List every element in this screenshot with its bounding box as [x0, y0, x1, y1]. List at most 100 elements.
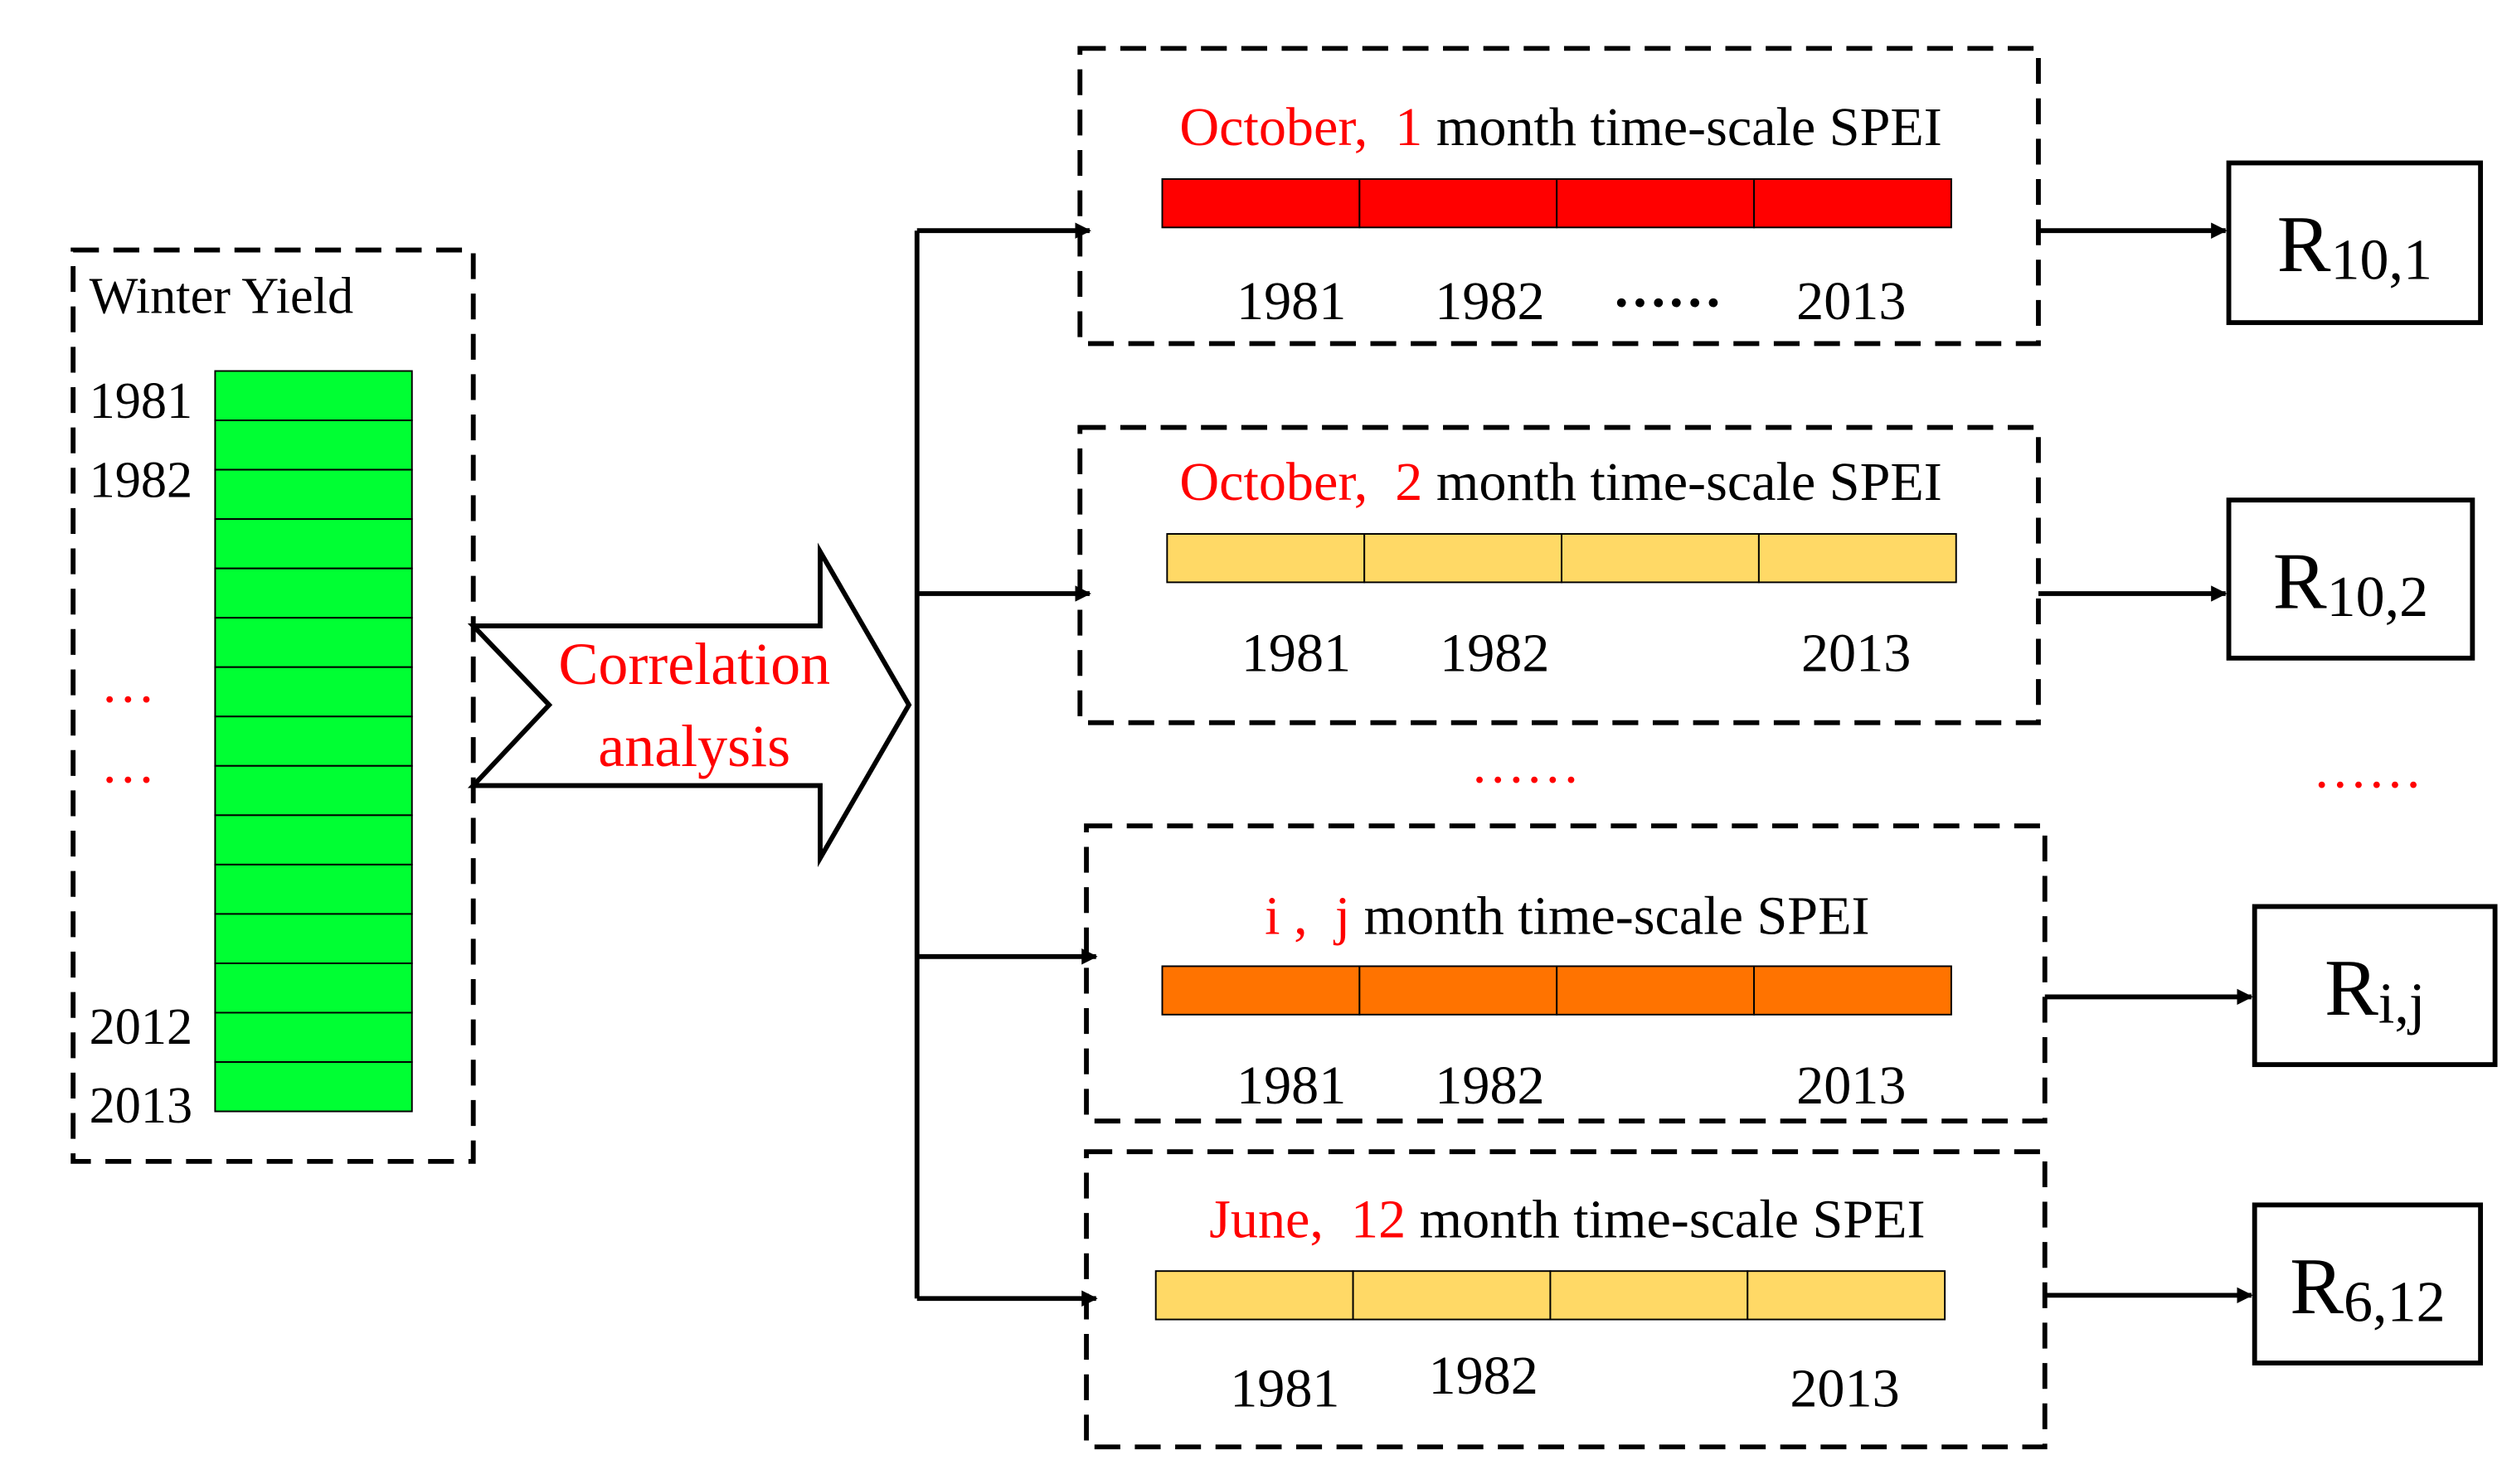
spei-month: October, — [1179, 97, 1368, 158]
yield-cell — [214, 962, 413, 1014]
spei-scale: 12 — [1351, 1189, 1406, 1249]
spei-cell — [1556, 177, 1756, 229]
result-subscript: 10,2 — [2327, 565, 2429, 629]
yield-cell — [214, 666, 413, 718]
yield-cell — [214, 617, 413, 668]
spei-title: i , j month time-scale SPEI — [1265, 886, 1869, 947]
spei-title: June, 12 month time-scale SPEI — [1209, 1189, 1925, 1249]
spei-year: 1981 — [1236, 271, 1346, 332]
spei-title: October, 2 month time-scale SPEI — [1179, 452, 1941, 512]
spei-cell — [1358, 177, 1558, 229]
spei-box — [1077, 424, 2041, 725]
spei-cell — [1556, 965, 1756, 1016]
yield-box — [70, 247, 476, 1164]
spei-cell — [1154, 1270, 1354, 1321]
year-label: 2013 — [90, 1078, 193, 1134]
year-label: 1982 — [90, 452, 193, 508]
result-label: R10,2 — [2273, 537, 2428, 630]
spei-text: month time-scale SPEI — [1436, 452, 1942, 512]
spei-box — [1084, 823, 2048, 1124]
spei-year: 2013 — [1796, 1055, 1906, 1116]
spei-box — [1077, 46, 2041, 347]
yield-cell — [214, 814, 413, 866]
gap-ellipsis: …… — [2313, 739, 2422, 799]
result-label: Ri,j — [2325, 943, 2425, 1036]
spei-year: 2013 — [1790, 1359, 1899, 1419]
spei-space — [1368, 97, 1395, 158]
spei-cell — [1757, 533, 1957, 584]
yield-cell — [214, 567, 413, 619]
yield-cell — [214, 863, 413, 915]
spei-year: 1981 — [1230, 1359, 1339, 1419]
spei-cell — [1358, 965, 1558, 1016]
result-subscript: 6,12 — [2344, 1270, 2446, 1334]
year-label: 2012 — [90, 999, 193, 1055]
spei-title: October, 1 month time-scale SPEI — [1179, 97, 1941, 158]
spei-space — [1324, 1189, 1351, 1249]
spei-space — [1422, 97, 1436, 158]
spei-ellipsis: …… — [1612, 259, 1722, 319]
spei-cell — [1753, 177, 1952, 229]
result-subscript: 10,1 — [2330, 229, 2432, 293]
spei-month: i , — [1265, 886, 1307, 947]
yield-cell — [214, 764, 413, 817]
spei-text: month time-scale SPEI — [1436, 97, 1942, 158]
spei-space — [1350, 886, 1364, 947]
result-label: R10,1 — [2277, 200, 2432, 293]
yield-cell — [214, 370, 413, 422]
result-symbol: R — [2290, 1242, 2344, 1331]
spei-text: month time-scale SPEI — [1364, 886, 1870, 947]
arrow-label: analysis — [598, 713, 790, 779]
result-box — [2226, 497, 2475, 661]
yield-cell — [214, 913, 413, 964]
spei-cell — [1747, 1270, 1946, 1321]
result-label: R6,12 — [2290, 1242, 2445, 1335]
yield-cell — [214, 715, 413, 767]
spei-year: 2013 — [1801, 623, 1911, 683]
spei-month: June, — [1209, 1189, 1324, 1249]
spei-cell — [1363, 533, 1563, 584]
spei-year: 1982 — [1435, 271, 1544, 332]
spei-text: month time-scale SPEI — [1420, 1189, 1926, 1249]
ellipsis: … — [100, 653, 155, 714]
yield-cell — [214, 419, 413, 471]
spei-cell — [1161, 965, 1361, 1016]
spei-space — [1406, 1189, 1420, 1249]
spei-cell — [1161, 177, 1361, 229]
arrow-label: Correlation — [558, 631, 830, 697]
spei-space — [1368, 452, 1395, 512]
spei-scale: 2 — [1395, 452, 1422, 512]
spei-scale: 1 — [1395, 97, 1422, 158]
spei-year: 1982 — [1429, 1346, 1538, 1406]
result-box — [2252, 904, 2498, 1068]
yield-title: Winter Yield — [90, 268, 353, 324]
big-arrow — [467, 542, 912, 867]
result-symbol: R — [2325, 943, 2378, 1033]
spei-scale: j — [1334, 886, 1350, 947]
spei-box — [1084, 1149, 2048, 1450]
yield-cell — [214, 518, 413, 570]
spei-space — [1308, 886, 1335, 947]
ellipsis: … — [100, 735, 155, 795]
spei-cell — [1549, 1270, 1749, 1321]
spei-year: 1982 — [1435, 1055, 1544, 1116]
spei-year: 1982 — [1440, 623, 1549, 683]
spei-space — [1422, 452, 1436, 512]
result-symbol: R — [2277, 200, 2331, 289]
result-box — [2226, 160, 2484, 326]
spei-year: 1981 — [1241, 623, 1351, 683]
spei-year: 2013 — [1796, 271, 1906, 332]
result-symbol: R — [2273, 537, 2327, 627]
spei-month: October, — [1179, 452, 1368, 512]
yield-cell — [214, 1061, 413, 1113]
spei-year: 1981 — [1236, 1055, 1346, 1116]
spei-cell — [1561, 533, 1760, 584]
spei-cell — [1352, 1270, 1552, 1321]
year-label: 1981 — [90, 373, 193, 429]
spei-cell — [1166, 533, 1366, 584]
yield-cell — [214, 468, 413, 521]
gap-ellipsis: …… — [1470, 735, 1580, 795]
spei-cell — [1753, 965, 1952, 1016]
